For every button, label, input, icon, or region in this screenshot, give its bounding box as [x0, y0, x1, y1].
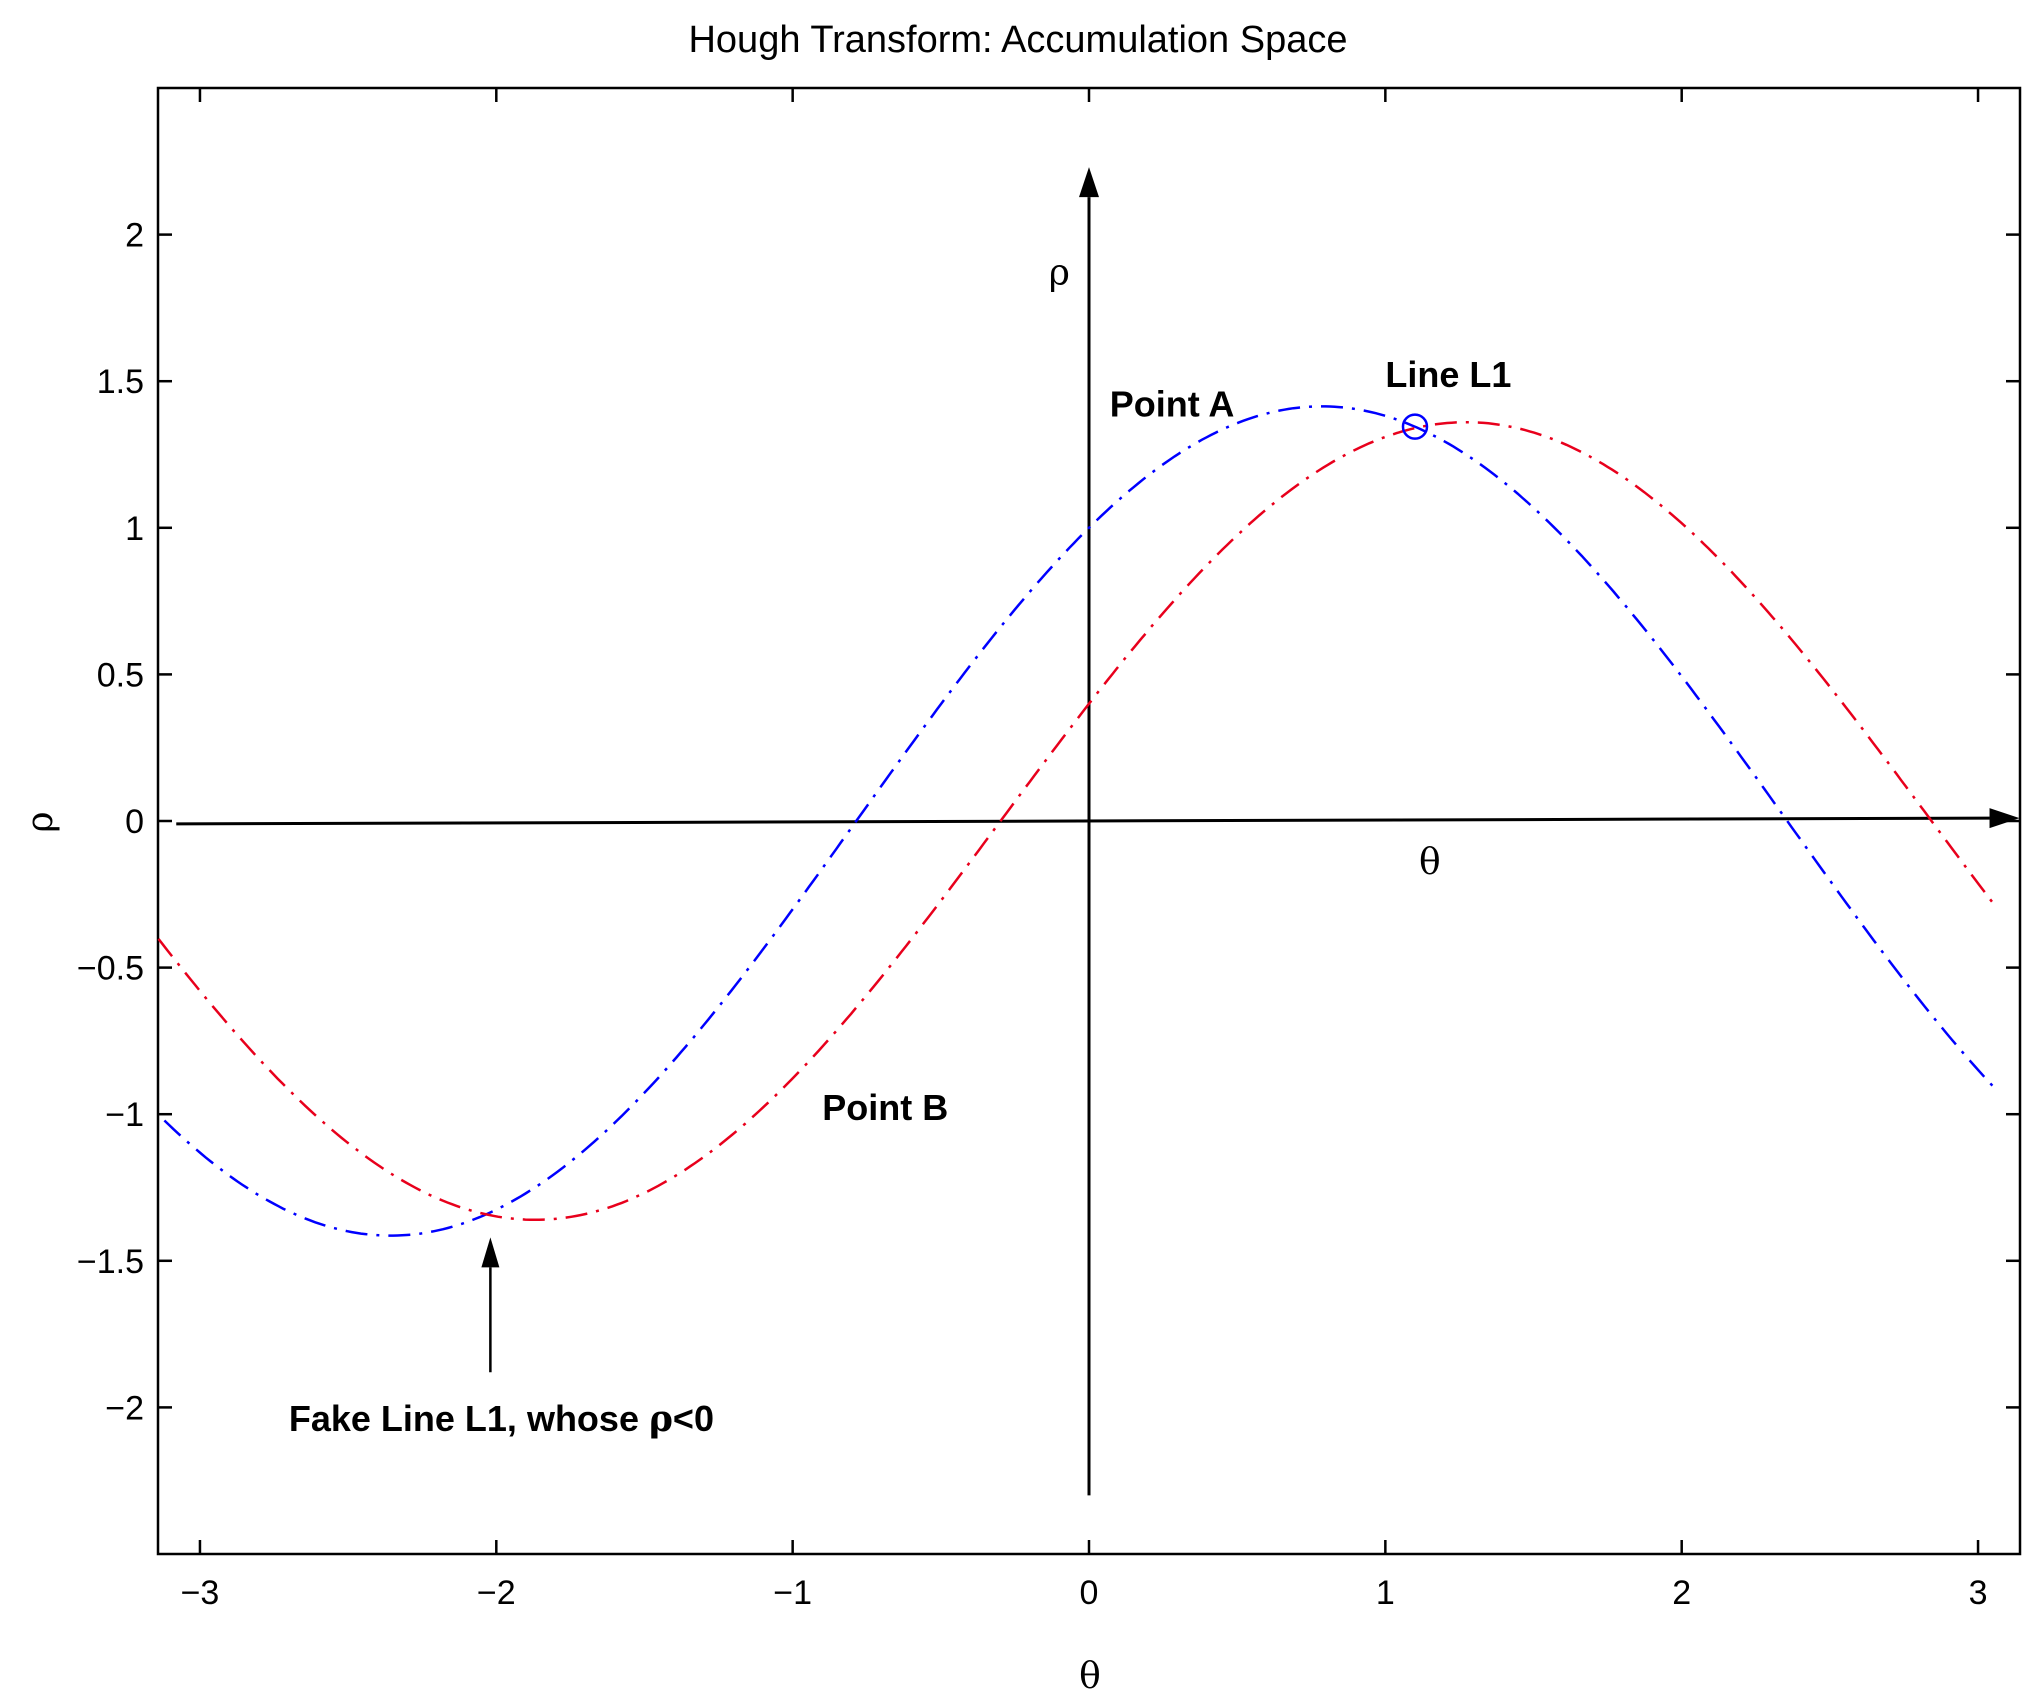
y-tick-label: 1.5: [97, 363, 144, 401]
inner-rho-label: ρ: [1049, 252, 1070, 293]
y-tick-label: 0.5: [97, 656, 144, 694]
fake-line-arrowhead: [481, 1237, 500, 1268]
chart-title: Hough Transform: Accumulation Space: [688, 19, 1347, 61]
y-tick-label: 0: [125, 803, 144, 841]
inner-theta-label: θ: [1419, 842, 1441, 883]
y-tick-label: 2: [125, 217, 144, 255]
x-tick-label: 0: [1080, 1574, 1099, 1612]
annotation-fake-line: Fake Line L1, whose ρ<0: [289, 1398, 714, 1440]
fake-line-text-start: Fake Line L1, whose: [289, 1398, 649, 1439]
annotation-line-l1: Line L1: [1385, 354, 1511, 395]
x-ticks: −3 −2 −1 0 1 2 3: [181, 88, 1988, 1612]
fake-line-rho-symbol: ρ: [649, 1398, 673, 1440]
series-point-a-curve: [163, 405, 1994, 1237]
x-tick-label: 1: [1376, 1574, 1395, 1612]
theta-axis-arrowhead: [1989, 808, 2020, 829]
y-axis-label: ρ: [20, 811, 61, 832]
y-tick-label: −2: [105, 1389, 144, 1427]
inner-axes: θ ρ: [176, 167, 2020, 1496]
y-tick-label: −0.5: [77, 950, 144, 988]
x-tick-label: −3: [181, 1574, 220, 1612]
x-axis-label: θ: [1079, 1656, 1101, 1697]
annotation-point-a: Point A: [1110, 383, 1235, 424]
y-tick-label: −1.5: [77, 1243, 144, 1281]
y-ticks: −2 −1.5 −1 −0.5 0 0.5 1 1.5 2: [77, 217, 2020, 1427]
theta-axis-arrow-line: [176, 816, 1990, 826]
y-tick-label: −1: [105, 1096, 144, 1134]
line-l1-marker: [1401, 413, 1429, 440]
fake-line-text-end: <0: [673, 1398, 714, 1439]
annotation-point-b: Point B: [822, 1087, 948, 1128]
rho-axis-arrowhead: [1079, 167, 1099, 198]
x-tick-label: −2: [477, 1574, 516, 1612]
x-tick-label: 3: [1969, 1574, 1988, 1612]
x-tick-label: 2: [1672, 1574, 1691, 1612]
x-tick-label: −1: [773, 1574, 812, 1612]
y-tick-label: 1: [125, 510, 144, 548]
